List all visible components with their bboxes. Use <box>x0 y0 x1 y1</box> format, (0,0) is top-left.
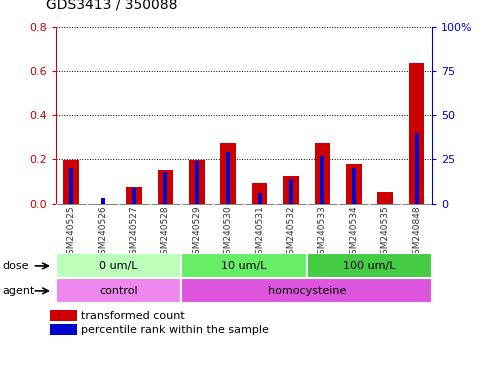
Text: GSM240525: GSM240525 <box>67 205 76 260</box>
Bar <box>50 310 77 321</box>
Bar <box>163 172 168 204</box>
Text: transformed count: transformed count <box>81 311 185 321</box>
Bar <box>195 161 199 204</box>
Bar <box>56 278 181 303</box>
Bar <box>132 188 136 204</box>
Bar <box>50 324 77 335</box>
Bar <box>181 253 307 278</box>
Text: agent: agent <box>2 286 35 296</box>
Bar <box>346 164 362 204</box>
Text: homocysteine: homocysteine <box>268 286 346 296</box>
Text: GSM240535: GSM240535 <box>381 205 390 260</box>
Bar <box>409 63 425 204</box>
Bar <box>283 176 299 204</box>
Bar <box>157 170 173 204</box>
Bar <box>314 143 330 204</box>
Bar <box>307 253 432 278</box>
Text: 10 um/L: 10 um/L <box>221 261 267 271</box>
Bar <box>377 192 393 204</box>
Text: GSM240534: GSM240534 <box>349 205 358 260</box>
Bar <box>63 161 79 204</box>
Bar <box>289 179 293 204</box>
Bar <box>56 253 181 278</box>
Text: GSM240526: GSM240526 <box>98 205 107 260</box>
Bar <box>189 161 205 204</box>
Bar <box>252 182 268 204</box>
Text: GSM240848: GSM240848 <box>412 205 421 260</box>
Bar <box>126 187 142 204</box>
Text: 100 um/L: 100 um/L <box>343 261 396 271</box>
Text: GSM240531: GSM240531 <box>255 205 264 260</box>
Bar <box>414 133 419 204</box>
Text: GSM240532: GSM240532 <box>286 205 296 260</box>
Text: dose: dose <box>2 261 29 271</box>
Text: percentile rank within the sample: percentile rank within the sample <box>81 324 269 334</box>
Bar <box>320 156 325 204</box>
Text: GSM240529: GSM240529 <box>192 205 201 260</box>
Bar <box>69 168 73 204</box>
Bar <box>220 143 236 204</box>
Text: GSM240527: GSM240527 <box>129 205 139 260</box>
Bar <box>257 193 262 204</box>
Bar <box>226 152 230 204</box>
Text: control: control <box>99 286 138 296</box>
Text: GSM240533: GSM240533 <box>318 205 327 260</box>
Bar <box>352 168 356 204</box>
Bar <box>100 198 105 204</box>
Text: GDS3413 / 350088: GDS3413 / 350088 <box>46 0 177 12</box>
Text: GSM240530: GSM240530 <box>224 205 233 260</box>
Text: GSM240528: GSM240528 <box>161 205 170 260</box>
Text: 0 um/L: 0 um/L <box>99 261 138 271</box>
Bar <box>181 278 432 303</box>
